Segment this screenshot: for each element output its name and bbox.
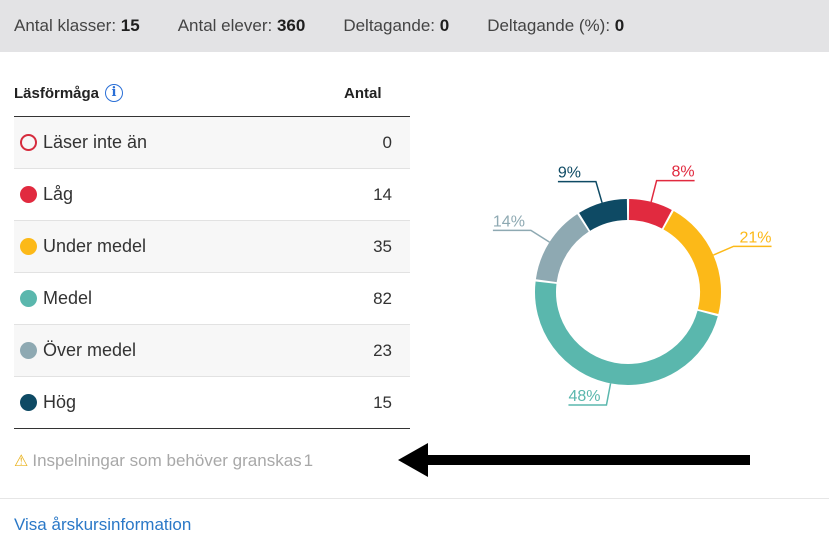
data-label: 8% — [671, 164, 694, 181]
stat-participation-pct: Deltagande (%): 0 — [487, 16, 625, 35]
row-count: 82 — [373, 288, 392, 308]
legend-dot-icon — [20, 290, 37, 307]
column-header-count[interactable]: Antal — [344, 84, 382, 102]
row-label: Hög — [20, 392, 76, 413]
donut-slice — [535, 214, 590, 283]
data-label: 9% — [558, 165, 581, 182]
show-grade-info-link[interactable]: Visa årskursinformation — [14, 515, 192, 534]
stat-classes-value: 15 — [120, 16, 140, 35]
row-label: Över medel — [20, 340, 136, 361]
table-row: Medel 82 — [14, 273, 410, 325]
donut-slice — [663, 211, 721, 315]
data-label: 48% — [568, 388, 600, 405]
row-count: 15 — [373, 392, 392, 412]
legend-dot-icon — [20, 342, 37, 359]
table-row: Hög 15 — [14, 377, 410, 429]
donut-slice — [535, 281, 718, 385]
table-row: Läser inte än 0 — [14, 117, 410, 169]
stat-students-value: 360 — [276, 16, 306, 35]
stat-classes: Antal klasser: 15 — [14, 16, 140, 35]
row-count: 0 — [382, 132, 392, 152]
row-label: Läser inte än — [20, 132, 147, 153]
leader-line — [492, 229, 550, 243]
row-label: Medel — [20, 288, 92, 309]
row-count: 14 — [373, 184, 392, 204]
review-label: Inspelningar som behöver granskas — [32, 451, 302, 470]
review-count: 1 — [303, 451, 314, 470]
table-row: Över medel 23 — [14, 325, 410, 377]
reading-ability-table: Läsförmåga i Antal Läser inte än 0 Låg 14 Un… — [14, 70, 410, 429]
column-header-ability[interactable]: Läsförmåga i — [14, 84, 124, 102]
stat-participation-pct-value: 0 — [614, 16, 625, 35]
leader-line — [713, 245, 772, 256]
row-label: Låg — [20, 184, 73, 205]
donut-slice — [628, 199, 672, 229]
legend-dot-icon — [20, 134, 37, 151]
table-row: Låg 14 — [14, 169, 410, 221]
legend-dot-icon — [20, 238, 37, 255]
donut-chart: 8% 21% 48% 14% 9% — [492, 164, 772, 406]
warning-icon: ⚠ — [14, 453, 29, 470]
data-label: 21% — [740, 229, 772, 246]
donut-slice — [579, 199, 628, 231]
table-header: Läsförmåga i Antal — [14, 70, 410, 117]
stat-participation-value: 0 — [439, 16, 450, 35]
leader-line — [568, 383, 612, 406]
leader-line — [557, 180, 603, 203]
info-icon[interactable]: i — [105, 84, 124, 102]
data-label: 14% — [493, 213, 525, 230]
summary-bar: Antal klasser: 15 Antal elever: 360 Delt… — [0, 0, 829, 52]
table-row: Under medel 35 — [14, 221, 410, 273]
row-label: Under medel — [20, 236, 146, 257]
divider — [0, 498, 829, 499]
legend-dot-icon — [20, 186, 37, 203]
arrow-annotation-icon — [398, 443, 750, 477]
stat-students: Antal elever: 360 — [177, 16, 306, 35]
row-count: 23 — [373, 340, 392, 360]
leader-line — [650, 179, 695, 203]
stat-participation: Deltagande: 0 — [343, 16, 450, 35]
row-count: 35 — [373, 236, 392, 256]
legend-dot-icon — [20, 394, 37, 411]
review-recordings[interactable]: ⚠ Inspelningar som behöver granskas 1 — [14, 448, 394, 474]
